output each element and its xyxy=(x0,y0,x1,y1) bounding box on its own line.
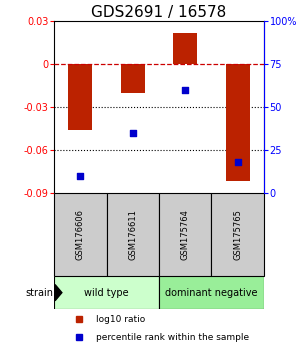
Bar xyxy=(173,33,197,64)
Point xyxy=(130,130,135,136)
Bar xyxy=(68,64,92,130)
Bar xyxy=(121,64,145,93)
Text: GSM176606: GSM176606 xyxy=(76,209,85,260)
Bar xyxy=(159,193,211,276)
Text: GSM175764: GSM175764 xyxy=(181,209,190,260)
Polygon shape xyxy=(55,285,62,301)
Text: log10 ratio: log10 ratio xyxy=(96,315,145,324)
Text: GSM175765: GSM175765 xyxy=(233,209,242,260)
Text: GSM176611: GSM176611 xyxy=(128,209,137,260)
Bar xyxy=(54,193,106,276)
Text: dominant negative: dominant negative xyxy=(165,288,258,298)
Bar xyxy=(159,276,264,309)
Title: GDS2691 / 16578: GDS2691 / 16578 xyxy=(92,5,226,20)
Point xyxy=(235,159,240,165)
Point xyxy=(183,87,188,93)
Bar xyxy=(106,193,159,276)
Text: strain: strain xyxy=(25,288,53,298)
Text: wild type: wild type xyxy=(84,288,129,298)
Bar xyxy=(212,193,264,276)
Bar xyxy=(54,276,159,309)
Bar xyxy=(226,64,250,181)
Text: percentile rank within the sample: percentile rank within the sample xyxy=(96,333,249,342)
Point xyxy=(78,173,83,178)
